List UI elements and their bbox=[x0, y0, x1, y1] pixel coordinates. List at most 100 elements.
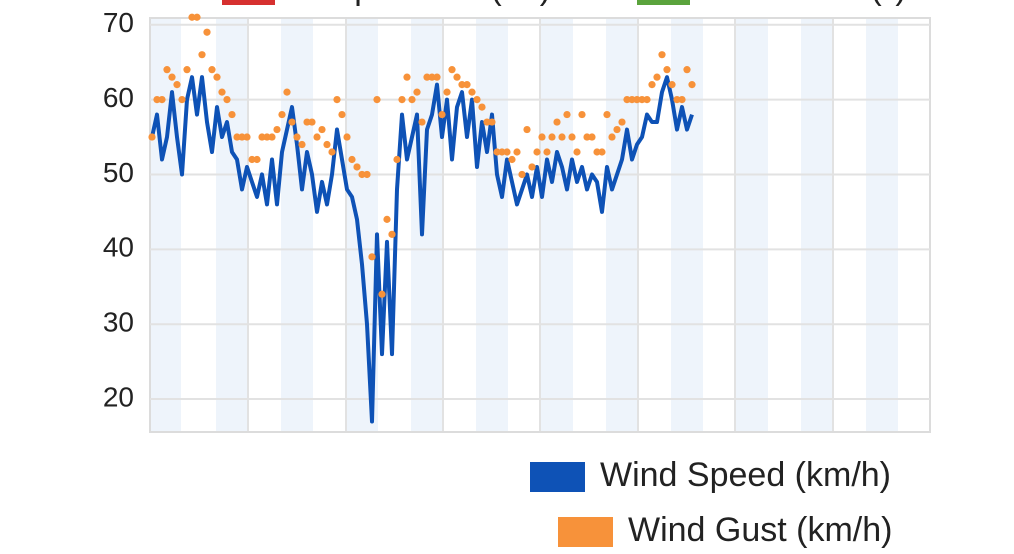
gust-dot bbox=[298, 140, 306, 149]
gust-dot bbox=[578, 110, 586, 119]
gust-dot bbox=[678, 96, 686, 104]
gust-dot bbox=[548, 133, 556, 141]
gust-dot bbox=[473, 96, 481, 104]
legend-swatch bbox=[530, 462, 585, 492]
gust-dot bbox=[343, 133, 351, 141]
gust-dot bbox=[683, 66, 691, 74]
gust-dot bbox=[468, 88, 476, 96]
gust-dot bbox=[583, 133, 591, 141]
gust-dot bbox=[378, 290, 386, 298]
gust-dot bbox=[188, 13, 196, 21]
speed-line bbox=[150, 75, 694, 424]
plot-frame bbox=[149, 17, 931, 433]
gust-dot bbox=[573, 148, 581, 156]
gust-dot bbox=[333, 96, 341, 104]
gust-dot bbox=[533, 148, 541, 156]
y-tick-label: 20 bbox=[103, 381, 134, 412]
gust-dot bbox=[688, 81, 696, 89]
gust-dot bbox=[293, 133, 301, 141]
gust-dot bbox=[658, 51, 666, 59]
gust-dot bbox=[608, 133, 616, 141]
y-tick-label: 60 bbox=[103, 82, 134, 113]
legend-swatch bbox=[222, 0, 275, 5]
gust-dot bbox=[513, 148, 521, 156]
gust-dot bbox=[488, 118, 496, 126]
gust-dot bbox=[393, 155, 401, 164]
gust-dot bbox=[588, 133, 596, 141]
gust-dot bbox=[613, 125, 621, 134]
gust-dot bbox=[353, 163, 361, 171]
gust-dot bbox=[243, 133, 251, 141]
gust-dot bbox=[518, 170, 526, 179]
vertical-grid bbox=[247, 18, 834, 432]
gust-dot bbox=[423, 73, 431, 81]
gust-dot bbox=[673, 96, 681, 104]
gust-dot bbox=[178, 96, 186, 104]
gust-dot bbox=[508, 155, 516, 164]
gust-dot bbox=[538, 133, 546, 141]
gust-dot bbox=[438, 110, 446, 119]
gust-dot bbox=[203, 28, 211, 36]
gust-dot bbox=[258, 133, 266, 141]
gust-dot bbox=[428, 73, 436, 81]
y-tick-label: 50 bbox=[103, 157, 134, 188]
gust-dot bbox=[398, 96, 406, 104]
gust-dot bbox=[368, 253, 376, 261]
legend-swatch bbox=[558, 517, 613, 547]
gust-dot bbox=[553, 118, 561, 126]
gust-dot bbox=[463, 81, 471, 89]
gust-dot bbox=[223, 96, 231, 104]
gust-dot bbox=[263, 133, 271, 141]
gust-dot bbox=[273, 125, 281, 134]
gust-dot bbox=[168, 73, 176, 81]
legend-label: Wind Speed (km/h) bbox=[600, 456, 891, 494]
gust-dot bbox=[638, 96, 646, 104]
gust-dot bbox=[253, 155, 261, 164]
gust-dot bbox=[458, 81, 466, 89]
gust-dot bbox=[198, 51, 206, 59]
gust-dot bbox=[543, 148, 551, 156]
gust-dot bbox=[403, 73, 411, 81]
gust-dot bbox=[433, 73, 441, 81]
y-tick-label: 30 bbox=[103, 307, 134, 338]
gust-dot bbox=[528, 163, 536, 171]
plot-background bbox=[150, 18, 898, 432]
gust-dot bbox=[283, 88, 291, 96]
gust-dot bbox=[503, 148, 511, 156]
gust-dot bbox=[593, 148, 601, 156]
gust-dot bbox=[268, 133, 276, 141]
gust-dot bbox=[663, 66, 671, 74]
gust-dot bbox=[478, 103, 486, 111]
gust-dot bbox=[413, 88, 421, 96]
gust-dot bbox=[173, 81, 181, 89]
gust-dot bbox=[228, 110, 236, 119]
gust-dot bbox=[493, 148, 501, 156]
gust-dot bbox=[158, 96, 166, 104]
gust-dot bbox=[148, 133, 156, 141]
gust-dot bbox=[408, 96, 416, 104]
gust-dot bbox=[648, 81, 656, 89]
gust-dot bbox=[238, 133, 246, 141]
gust-dot bbox=[193, 13, 201, 21]
gust-dot bbox=[218, 88, 226, 96]
gust-dot bbox=[653, 73, 661, 81]
gust-dot bbox=[643, 96, 651, 104]
gust-dot bbox=[313, 133, 321, 141]
gust-dot bbox=[373, 96, 381, 104]
gust-dot bbox=[443, 88, 451, 96]
legend-swatch bbox=[637, 0, 690, 5]
gust-dot bbox=[278, 110, 286, 119]
gust-dot bbox=[348, 155, 356, 164]
gust-dot bbox=[483, 118, 491, 126]
gust-dot bbox=[623, 96, 631, 104]
gust-dot bbox=[418, 118, 426, 126]
gust-dot bbox=[598, 148, 606, 156]
gust-dot bbox=[233, 133, 241, 141]
gust-dot bbox=[248, 155, 256, 164]
gust-dot bbox=[358, 170, 366, 179]
gust-dot bbox=[328, 148, 336, 156]
gust-dot bbox=[633, 96, 641, 104]
gust-dot bbox=[523, 125, 531, 134]
gust-dot bbox=[213, 73, 221, 81]
